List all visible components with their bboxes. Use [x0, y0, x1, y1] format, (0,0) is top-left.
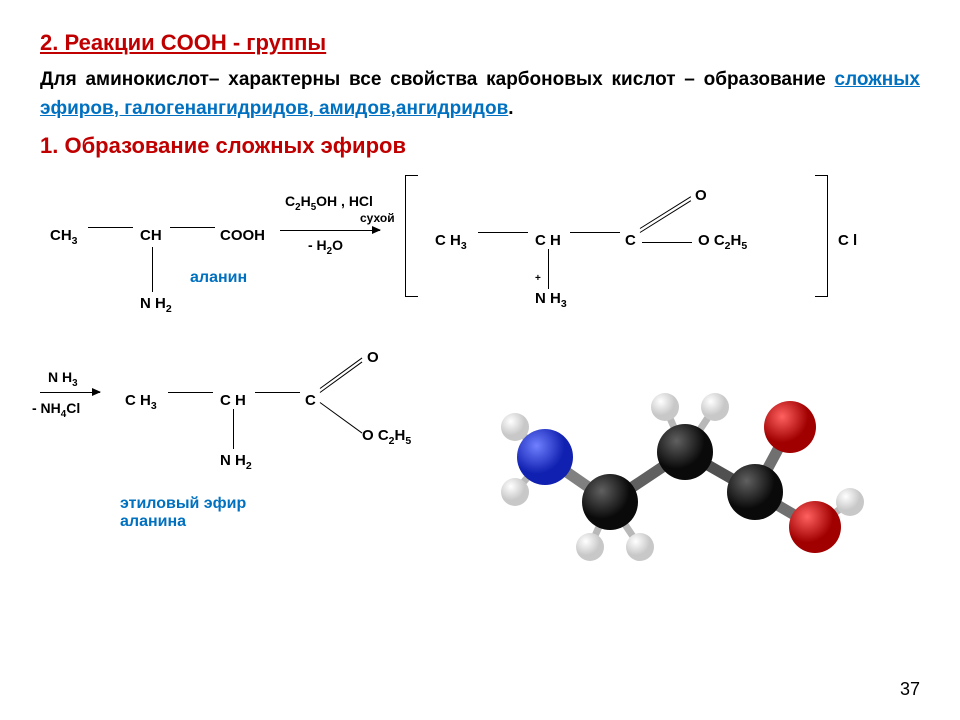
bond [642, 242, 692, 243]
step2-byproduct: - NH4Cl [32, 400, 80, 420]
p1-ch3: C H3 [435, 232, 467, 252]
bond [320, 358, 363, 389]
bond [640, 200, 691, 233]
p2-oc2h5: O C2H5 [362, 427, 411, 447]
r1-ch3: CH3 [50, 227, 78, 247]
byproduct-1: - H2O [308, 237, 343, 257]
p2-nh2: N H2 [220, 452, 252, 472]
p1-cl: C l [838, 232, 857, 249]
label-alanine: аланин [190, 269, 247, 287]
p1-o: O [695, 187, 707, 204]
bracket-right [815, 175, 828, 297]
bond [478, 232, 528, 233]
para-suffix: . [508, 98, 513, 119]
r1-nh2: N H2 [140, 295, 172, 315]
p1-nh3: N H3 [535, 290, 567, 310]
bond [170, 227, 215, 228]
bond [233, 409, 234, 449]
bond [640, 196, 691, 229]
page-number: 37 [900, 679, 920, 700]
reaction-arrow-1 [280, 230, 380, 231]
reagent-top: C2H5OH , HCl [285, 193, 373, 213]
bracket-left [405, 175, 418, 297]
r1-ch: CH [140, 227, 162, 244]
bond [152, 247, 153, 292]
section-title: 2. Реакции COOH - группы [40, 30, 920, 56]
p2-ch3: C H3 [125, 392, 157, 412]
r1-cooh: COOH [220, 227, 265, 244]
bond [168, 392, 213, 393]
p2-c: C [305, 392, 316, 409]
label-ethyl-ester: этиловый эфир аланина [120, 495, 280, 531]
bond [570, 232, 620, 233]
p1-ch: C H [535, 232, 561, 249]
subsection-title: 1. Образование сложных эфиров [40, 133, 920, 159]
step2-reagent: N H3 [48, 369, 78, 389]
reaction-diagram: CH3 CH COOH N H2 аланин C2H5OH , HCl сух… [40, 177, 920, 627]
p2-o: O [367, 349, 379, 366]
bond [255, 392, 300, 393]
bond [88, 227, 133, 228]
p1-oc2h5: O C2H5 [698, 232, 747, 252]
para-prefix: Для аминокислот– характерны все свойства… [40, 69, 835, 90]
bond [548, 249, 549, 289]
reaction-arrow-2 [40, 392, 100, 393]
intro-paragraph: Для аминокислот– характерны все свойства… [40, 66, 920, 123]
p2-ch: C H [220, 392, 246, 409]
p1-plus: + [535, 273, 541, 284]
molecule-3d-model [490, 352, 870, 582]
reagent-label: сухой [360, 211, 395, 225]
bond [320, 362, 363, 393]
p1-c: C [625, 232, 636, 249]
bond [320, 402, 363, 433]
